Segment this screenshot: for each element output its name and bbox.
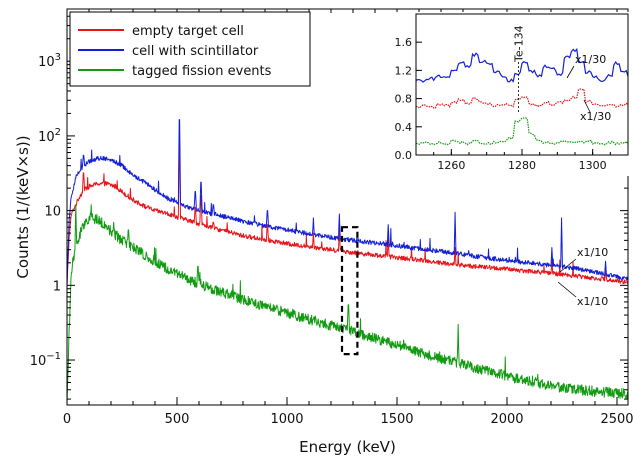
legend-entry-label: empty target cell: [132, 24, 244, 39]
annotation-leader: [557, 281, 577, 298]
inset-plot: 1260 1280 1300 0.0 0.4 0.8 1.2 1.6 Te-134 x1/30 x1…: [394, 12, 630, 176]
inset-x-tick-label: 1260: [437, 159, 465, 172]
annotation-scale-label: x1/10: [577, 246, 608, 259]
inset-y-tick-label: 1.6: [395, 36, 413, 49]
x-axis-title: Energy (keV): [299, 438, 396, 456]
y-tick-label: 103: [38, 52, 61, 70]
inset-annotation-leader: [566, 65, 575, 79]
inset-y-tick-label: 0.0: [395, 149, 413, 162]
inset-y-tick-label: 1.2: [395, 64, 413, 77]
highlight-box: [340, 226, 359, 356]
y-tick-label: 10−1: [30, 351, 61, 369]
inset-annotation-label: x1/30: [580, 110, 611, 123]
y-tick-label: 10: [44, 205, 61, 220]
x-tick-label: 1500: [380, 412, 413, 427]
inset-x-tick-label: 1300: [579, 159, 607, 172]
inset-series-line-0: [415, 47, 629, 83]
inset-annotation-leader: [583, 99, 591, 113]
x-tick-label: 2500: [600, 412, 633, 427]
legend-entry-label: tagged fission events: [132, 64, 272, 79]
y-tick-label: 102: [38, 127, 61, 145]
inset-y-tick-label: 0.4: [395, 121, 413, 134]
series-line-2: [66, 204, 629, 406]
inset-series-line-2: [415, 117, 629, 146]
inset-background: [394, 12, 630, 176]
annotation-scale-label: x1/10: [577, 295, 608, 308]
inset-annotation-label: x1/30: [575, 53, 606, 66]
annotation-leader: [559, 258, 577, 273]
series-line-1: [66, 119, 629, 288]
plot-frame: [66, 8, 629, 406]
y-tick-label: 1: [53, 279, 61, 294]
inset-y-tick-label: 0.8: [395, 93, 413, 106]
legend: empty target cell cell with scintillator t…: [69, 11, 311, 87]
inset-series-line-1: [415, 88, 629, 109]
series-line-0: [66, 146, 629, 285]
y-axis-title: Counts (1/(keV×s)): [14, 135, 32, 278]
x-tick-label: 1000: [270, 412, 303, 427]
x-tick-label: 500: [165, 412, 190, 427]
legend-entry-label: cell with scintillator: [132, 44, 259, 59]
x-tick-label: 0: [63, 412, 71, 427]
inset-x-tick-label: 1280: [508, 159, 536, 172]
x-tick-label: 2000: [490, 412, 523, 427]
inset-peak-label: Te-134: [512, 25, 525, 63]
